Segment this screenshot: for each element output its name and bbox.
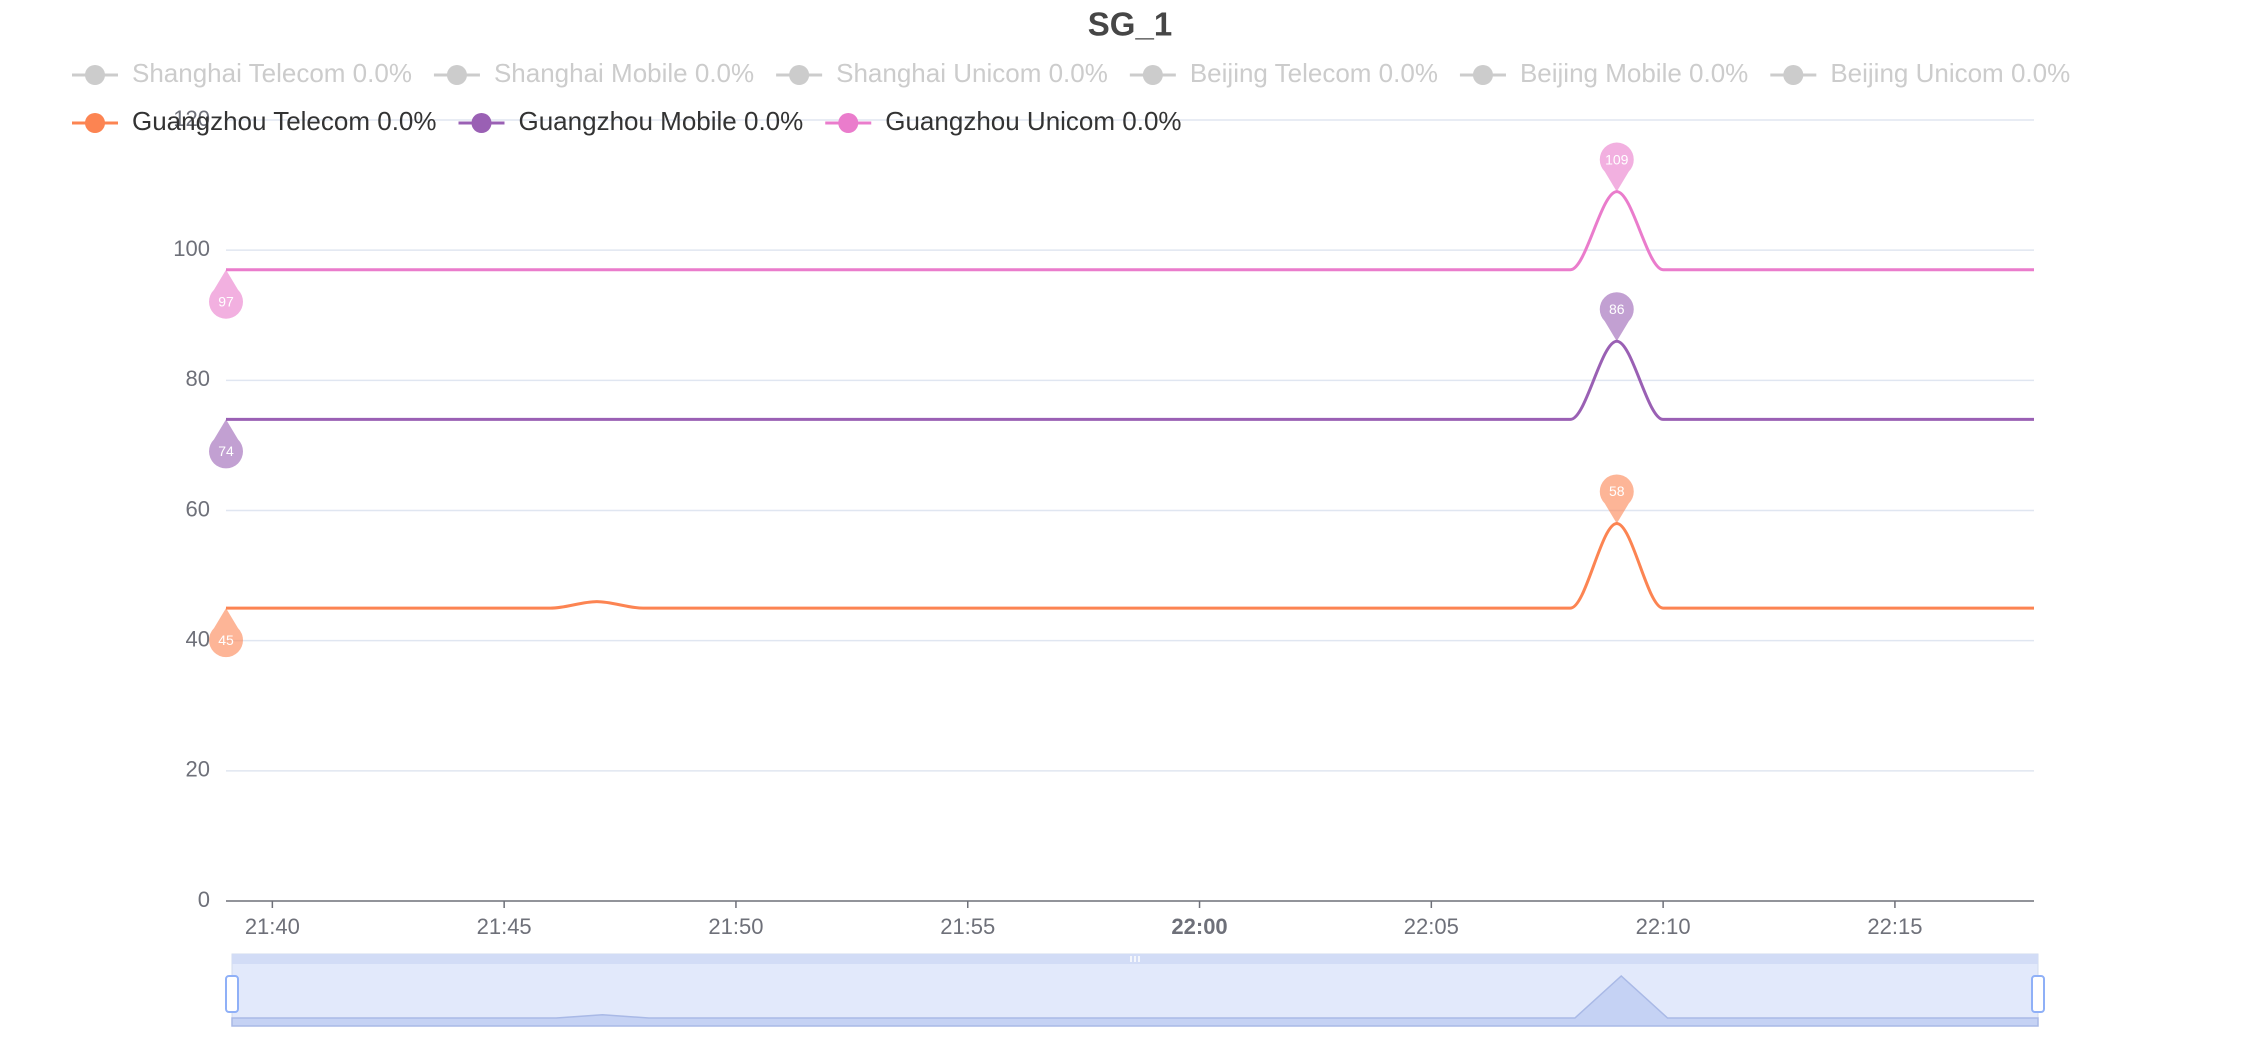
y-tick-label: 40 xyxy=(186,626,210,651)
mark-pin xyxy=(1599,292,1634,342)
mark-label: 97 xyxy=(218,293,234,309)
legend-item[interactable]: Shanghai Mobile 0.0% xyxy=(433,58,754,88)
legend-item[interactable]: Beijing Unicom 0.0% xyxy=(1770,58,2070,88)
y-tick-label: 20 xyxy=(186,757,210,782)
legend-text: Beijing Unicom 0.0% xyxy=(1830,58,2070,88)
legend-text: Guangzhou Mobile 0.0% xyxy=(519,106,804,136)
legend-dot xyxy=(85,65,105,85)
legend-text: Shanghai Unicom 0.0% xyxy=(836,58,1108,88)
legend-item[interactable]: Guangzhou Telecom 0.0% xyxy=(72,106,437,136)
legend-dot xyxy=(471,113,492,133)
mark-pin xyxy=(209,419,243,469)
x-tick-label: 22:00 xyxy=(1171,914,1227,939)
mark-label: 86 xyxy=(1609,301,1625,317)
legend-dot xyxy=(85,113,105,133)
y-tick-label: 0 xyxy=(198,887,210,912)
legend-dot xyxy=(1142,65,1163,85)
mark-point: 97 xyxy=(209,269,243,319)
mark-pin xyxy=(209,269,243,319)
x-tick-label: 21:40 xyxy=(245,914,300,939)
chart-title: SG_1 xyxy=(1088,6,1172,43)
mark-pin xyxy=(1599,474,1634,524)
series-line xyxy=(226,339,2034,421)
legend-dot xyxy=(1472,65,1493,85)
legend-dot xyxy=(1783,65,1804,85)
y-tick-label: 60 xyxy=(186,496,210,521)
legend-item[interactable]: Beijing Mobile 0.0% xyxy=(1459,58,1748,88)
mark-pin xyxy=(1599,142,1634,192)
legend-text: Beijing Mobile 0.0% xyxy=(1520,58,1748,88)
y-tick-label: 80 xyxy=(186,366,210,391)
x-tick-label: 21:50 xyxy=(708,914,763,939)
series-line xyxy=(226,522,2034,610)
x-tick-label: 22:15 xyxy=(1867,914,1922,939)
mark-label: 58 xyxy=(1609,483,1625,499)
x-tick-label: 21:45 xyxy=(477,914,532,939)
mark-point: 86 xyxy=(1599,292,1634,342)
mark-point: 58 xyxy=(1599,474,1634,524)
zoom-handle[interactable] xyxy=(225,975,239,1013)
legend-item[interactable]: Beijing Telecom 0.0% xyxy=(1129,58,1438,88)
zoom-shadow xyxy=(231,974,2039,1027)
x-tick-label: 22:05 xyxy=(1404,914,1459,939)
legend-text: Guangzhou Unicom 0.0% xyxy=(885,106,1181,136)
zoom-handle[interactable] xyxy=(2031,975,2045,1013)
mark-point: 74 xyxy=(209,419,243,469)
legend-dot xyxy=(446,65,467,85)
legend-dot xyxy=(838,113,859,133)
mark-point: 109 xyxy=(1599,142,1634,192)
x-tick-label: 22:10 xyxy=(1636,914,1691,939)
series-line xyxy=(226,190,2034,272)
x-tick-label: 21:55 xyxy=(940,914,995,939)
y-tick-label: 100 xyxy=(173,236,210,261)
mark-label: 109 xyxy=(1605,151,1629,167)
zoom-background xyxy=(231,953,2039,1027)
legend-dot xyxy=(789,65,810,85)
mark-pin xyxy=(209,608,243,658)
legend-item[interactable]: Guangzhou Unicom 0.0% xyxy=(825,106,1182,136)
mark-label: 74 xyxy=(218,443,234,459)
y-tick-label: 120 xyxy=(173,106,210,131)
legend-text: Shanghai Telecom 0.0% xyxy=(132,58,412,88)
legend-item[interactable]: Guangzhou Mobile 0.0% xyxy=(458,106,804,136)
legend-text: Beijing Telecom 0.0% xyxy=(1190,58,1438,88)
legend-text: Shanghai Mobile 0.0% xyxy=(494,58,754,88)
legend-text: Guangzhou Telecom 0.0% xyxy=(132,106,437,136)
legend-item[interactable]: Shanghai Unicom 0.0% xyxy=(776,58,1108,88)
mark-point: 45 xyxy=(209,608,243,658)
legend-item[interactable]: Shanghai Telecom 0.0% xyxy=(72,58,412,88)
mark-label: 45 xyxy=(218,632,234,648)
